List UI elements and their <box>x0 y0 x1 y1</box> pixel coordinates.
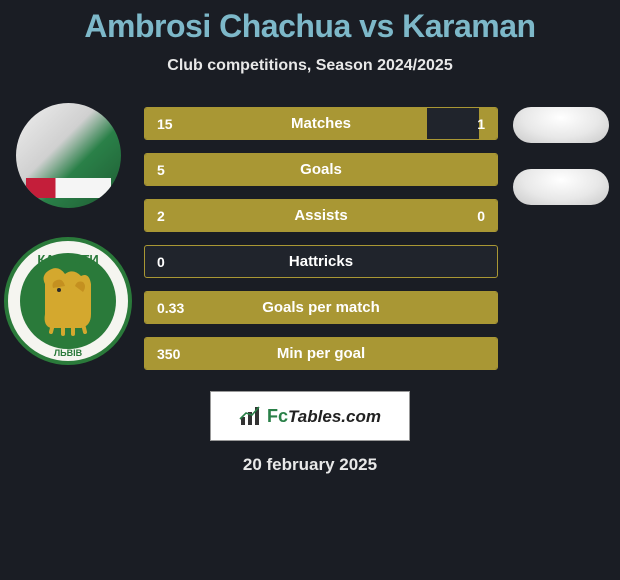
stat-label: Assists <box>145 200 497 231</box>
player-avatar <box>16 103 121 208</box>
brand-footer: FcTables.com <box>210 391 410 441</box>
opponent-pill-2 <box>513 169 609 205</box>
club-text-top: КАРПАТИ <box>37 252 98 267</box>
stat-label: Matches <box>145 108 497 139</box>
club-text-bottom: ЛЬВІВ <box>54 348 83 358</box>
stat-row: 0.33Goals per match <box>144 291 498 324</box>
stat-row: 350Min per goal <box>144 337 498 370</box>
comparison-widget: Ambrosi Chachua vs Karaman Club competit… <box>0 0 620 475</box>
main-content: КАРПАТИ ЛЬВІВ 15Matches15Goals2Assists00… <box>0 103 620 383</box>
stat-value-right: 0 <box>477 200 485 231</box>
stat-label: Goals per match <box>145 292 497 323</box>
page-title: Ambrosi Chachua vs Karaman <box>0 8 620 45</box>
brand-text: FcTables.com <box>267 406 381 427</box>
stats-bars: 15Matches15Goals2Assists00Hattricks0.33G… <box>128 103 502 383</box>
stat-label: Min per goal <box>145 338 497 369</box>
stat-row: 0Hattricks <box>144 245 498 278</box>
stat-value-right: 1 <box>477 108 485 139</box>
chart-icon <box>239 405 261 427</box>
right-column <box>502 103 612 205</box>
subtitle: Club competitions, Season 2024/2025 <box>0 57 620 75</box>
date-text: 20 february 2025 <box>0 455 620 475</box>
left-column: КАРПАТИ ЛЬВІВ <box>8 103 128 366</box>
opponent-pill-1 <box>513 107 609 143</box>
stat-row: 2Assists0 <box>144 199 498 232</box>
stat-label: Hattricks <box>145 246 497 277</box>
stat-row: 15Matches1 <box>144 107 498 140</box>
stat-row: 5Goals <box>144 153 498 186</box>
stat-label: Goals <box>145 154 497 185</box>
club-badge: КАРПАТИ ЛЬВІВ <box>3 236 133 366</box>
